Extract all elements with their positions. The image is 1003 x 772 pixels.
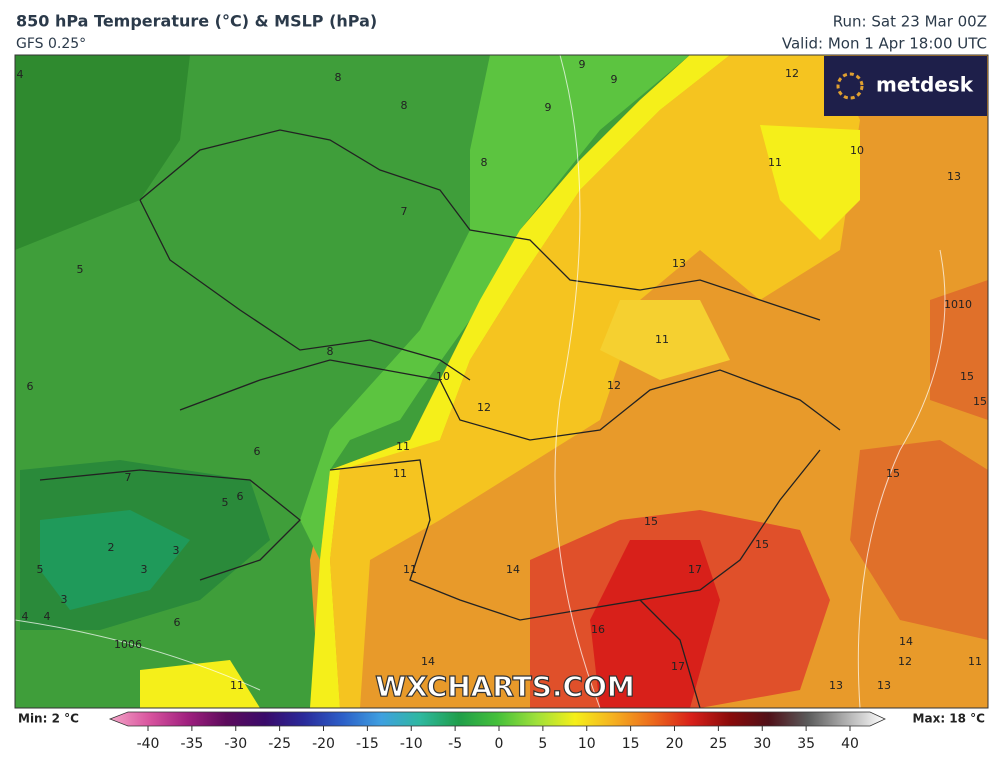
contour-label: 12 <box>898 655 912 668</box>
max-label: Max: 18 °C <box>913 712 986 726</box>
contour-label: 8 <box>481 156 488 169</box>
contour-label: 13 <box>672 257 686 270</box>
colorbar-tick-label: -35 <box>180 736 203 752</box>
contour-label: 5 <box>222 496 229 509</box>
contour-label: 1006 <box>114 638 142 651</box>
colorbar-tick-label: 15 <box>622 736 640 752</box>
contour-label: 1010 <box>944 298 972 311</box>
contour-label: 4 <box>22 610 29 623</box>
contour-label: 11 <box>655 333 669 346</box>
colorbar-tick-label: 40 <box>841 736 859 752</box>
contour-label: 4 <box>17 68 24 81</box>
contour-label: 11 <box>230 679 244 692</box>
contour-label: 11 <box>403 563 417 576</box>
contour-label: 16 <box>591 623 605 636</box>
map <box>15 55 988 708</box>
contour-label: 4 <box>44 610 51 623</box>
colorbar-tick-label: 25 <box>709 736 727 752</box>
logo-icon <box>836 72 864 100</box>
contour-label: 15 <box>755 538 769 551</box>
run-time: Run: Sat 23 Mar 00Z <box>833 13 987 31</box>
contour-label: 7 <box>401 205 408 218</box>
contour-label: 12 <box>607 379 621 392</box>
contour-label: 9 <box>611 73 618 86</box>
min-label: Min: 2 °C <box>18 712 79 726</box>
contour-label: 12 <box>785 67 799 80</box>
colorbar-tick-label: 30 <box>753 736 771 752</box>
valid-time: Valid: Mon 1 Apr 18:00 UTC <box>782 35 987 53</box>
contour-label: 5 <box>77 263 84 276</box>
contour-label: 7 <box>125 471 132 484</box>
contour-label: 6 <box>174 616 181 629</box>
logo: metdesk <box>876 73 974 97</box>
contour-label: 3 <box>61 593 68 606</box>
contour-label: 14 <box>421 655 435 668</box>
contour-label: 3 <box>173 544 180 557</box>
contour-label: 15 <box>886 467 900 480</box>
contour-label: 8 <box>327 345 334 358</box>
colorbar <box>108 711 886 727</box>
colorbar-tick-label: -5 <box>448 736 462 752</box>
contour-label: 15 <box>644 515 658 528</box>
borders <box>39 129 841 708</box>
colorbar-tick-label: 5 <box>538 736 547 752</box>
colorbar-tick-label: -20 <box>312 736 335 752</box>
contour-label: 10 <box>850 144 864 157</box>
contour-label: 2 <box>108 541 115 554</box>
colorbar-tick-label: -10 <box>400 736 423 752</box>
isobars <box>15 55 946 708</box>
contour-label: 5 <box>37 563 44 576</box>
colorbar-tick-label: -40 <box>137 736 160 752</box>
contour-label: 6 <box>237 490 244 503</box>
contour-label: 13 <box>877 679 891 692</box>
contour-label: 8 <box>335 71 342 84</box>
contour-label: 11 <box>396 440 410 453</box>
title: 850 hPa Temperature (°C) & MSLP (hPa) <box>16 12 377 31</box>
contour-label: 12 <box>477 401 491 414</box>
colorbar-tick-label: 10 <box>578 736 596 752</box>
contour-label: 15 <box>973 395 987 408</box>
map-frame <box>14 54 989 709</box>
colorbar-tick-label: -25 <box>268 736 291 752</box>
model: GFS 0.25° <box>16 36 86 52</box>
watermark: WXCHARTS.COM <box>375 670 635 703</box>
colorbar-tick-label: 35 <box>797 736 815 752</box>
contour-label: 11 <box>768 156 782 169</box>
contour-label: 15 <box>960 370 974 383</box>
contour-label: 17 <box>671 660 685 673</box>
contour-label: 14 <box>506 563 520 576</box>
contour-label: 3 <box>141 563 148 576</box>
contour-label: 9 <box>579 58 586 71</box>
contour-label: 6 <box>27 380 34 393</box>
colorbar-tick-label: -30 <box>224 736 247 752</box>
contour-label: 13 <box>829 679 843 692</box>
colorbar-tick-label: 20 <box>666 736 684 752</box>
contour-label: 14 <box>899 635 913 648</box>
contour-label: 11 <box>393 467 407 480</box>
contour-label: 11 <box>968 655 982 668</box>
logo-box <box>824 56 987 116</box>
contour-label: 9 <box>545 101 552 114</box>
colorbar-tick-label: -15 <box>356 736 379 752</box>
contour-label: 17 <box>688 563 702 576</box>
contour-label: 13 <box>947 170 961 183</box>
contour-label: 6 <box>254 445 261 458</box>
contour-label: 10 <box>436 370 450 383</box>
colorbar-tick-label: 0 <box>495 736 504 752</box>
contour-label: 8 <box>401 99 408 112</box>
